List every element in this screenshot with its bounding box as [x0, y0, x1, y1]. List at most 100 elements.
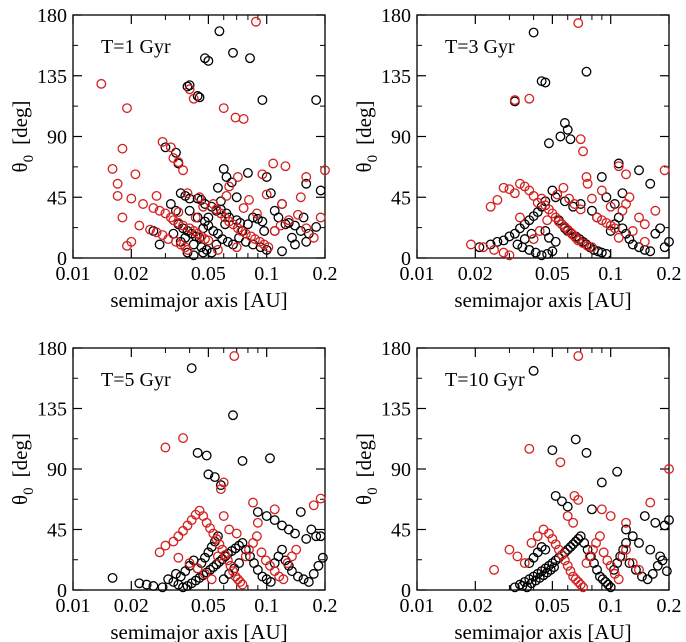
data-point-red: [211, 533, 222, 544]
data-point-red: [613, 574, 624, 585]
data-point-black: [565, 542, 576, 552]
data-point-black: [562, 124, 573, 135]
data-point-red: [664, 464, 674, 474]
data-point-red: [489, 244, 500, 255]
y-axis-label: θ0 [deg]: [352, 433, 381, 505]
data-point-black: [550, 236, 561, 247]
data-point-red: [645, 497, 656, 508]
data-point-red: [173, 531, 184, 542]
data-point-red: [238, 203, 249, 214]
data-point-red: [308, 500, 319, 511]
data-point-red: [489, 564, 500, 575]
data-point-black: [568, 539, 579, 550]
x-tick-label: 0.02: [458, 263, 493, 285]
data-point-red: [220, 550, 231, 560]
x-tick-label: 0.01: [56, 595, 91, 617]
data-point-black: [621, 537, 631, 548]
y-axis-label-symbol: θ: [8, 162, 32, 172]
data-point-red: [178, 220, 189, 231]
data-point-red: [556, 219, 567, 230]
data-point-red: [182, 188, 193, 199]
data-point-red: [178, 165, 189, 176]
data-point-red: [639, 219, 650, 230]
data-point-black: [298, 574, 309, 585]
data-point-black: [556, 496, 567, 507]
y-tick-label: 135: [381, 66, 411, 88]
data-point-black: [228, 410, 238, 421]
data-point-red: [547, 533, 558, 544]
data-point-black: [261, 511, 272, 522]
data-point-red: [565, 566, 576, 577]
y-axis-label-unit: [deg]: [8, 101, 32, 145]
data-point-black: [184, 80, 195, 91]
data-point-red: [214, 539, 225, 550]
data-point-red: [524, 443, 535, 454]
data-point-black: [222, 236, 233, 247]
data-point-red: [218, 103, 229, 114]
x-tick-label: 0.2: [657, 263, 682, 285]
data-point-red: [232, 172, 243, 182]
data-point-black: [212, 182, 223, 193]
data-point-red: [621, 517, 631, 528]
data-point-black: [180, 232, 191, 243]
panel-4: 0.01 0.02 0.05 0.1 0.2 0 45 90 135 180 semimajor a…: [352, 338, 682, 642]
data-point-black: [544, 138, 554, 149]
data-point-black: [652, 560, 663, 571]
data-point-red: [553, 544, 564, 555]
data-point-black: [200, 216, 210, 227]
data-point-red: [562, 560, 573, 571]
y-tick-label: 180: [381, 338, 411, 360]
data-point-black: [257, 95, 268, 106]
data-point-red: [257, 169, 268, 180]
y-axis-label: θ0 [deg]: [8, 433, 37, 505]
data-point-red: [145, 224, 156, 235]
data-point-red: [275, 220, 286, 231]
data-point-red: [609, 223, 620, 234]
data-point-red: [256, 547, 267, 558]
data-point-black: [306, 524, 317, 535]
data-point-red: [573, 494, 584, 505]
data-point-black: [273, 212, 284, 223]
data-point-red: [282, 558, 293, 569]
data-point-red: [182, 244, 193, 255]
data-point-black: [600, 576, 611, 587]
y-axis-label: θ0 [deg]: [8, 101, 37, 173]
data-point-black: [163, 574, 174, 585]
data-point-red: [173, 207, 184, 218]
data-point-black: [157, 582, 168, 593]
y-axis-label: θ0 [deg]: [352, 101, 381, 173]
data-point-black: [528, 365, 539, 376]
data-point-black: [286, 232, 297, 243]
data-point-red: [168, 536, 179, 547]
data-point-red: [570, 574, 581, 585]
data-point-red: [237, 579, 248, 590]
x-tick-label: 0.05: [535, 263, 570, 285]
data-point-black: [170, 568, 181, 579]
panel-3: 0.01 0.02 0.05 0.1 0.2 0 45 90 135 180 semimajor a…: [8, 338, 338, 642]
data-point-red: [107, 163, 118, 174]
data-point-black: [201, 567, 212, 578]
data-point-red: [194, 192, 205, 203]
data-point-red: [278, 574, 289, 585]
data-point-red: [575, 579, 586, 590]
data-point-red: [526, 537, 537, 548]
data-point-black: [657, 555, 668, 566]
data-point-red: [170, 236, 181, 247]
data-point-red: [292, 209, 303, 220]
panel-2: 0.01 0.02 0.05 0.1 0.2 0 45 90 135 180 semimajor a…: [352, 5, 682, 312]
data-point-red: [117, 212, 128, 223]
data-point-red: [134, 220, 145, 231]
data-point-red: [229, 351, 240, 362]
data-point-black: [194, 92, 205, 103]
data-point-black: [184, 205, 195, 216]
data-point-red: [261, 189, 272, 200]
data-point-black: [317, 552, 328, 563]
data-point-black: [596, 247, 607, 258]
data-point-black: [624, 234, 635, 245]
data-point-black: [634, 165, 644, 176]
data-point-black: [647, 568, 658, 579]
data-point-red: [504, 544, 515, 555]
data-point-red: [315, 212, 326, 223]
data-point-red: [268, 158, 279, 169]
